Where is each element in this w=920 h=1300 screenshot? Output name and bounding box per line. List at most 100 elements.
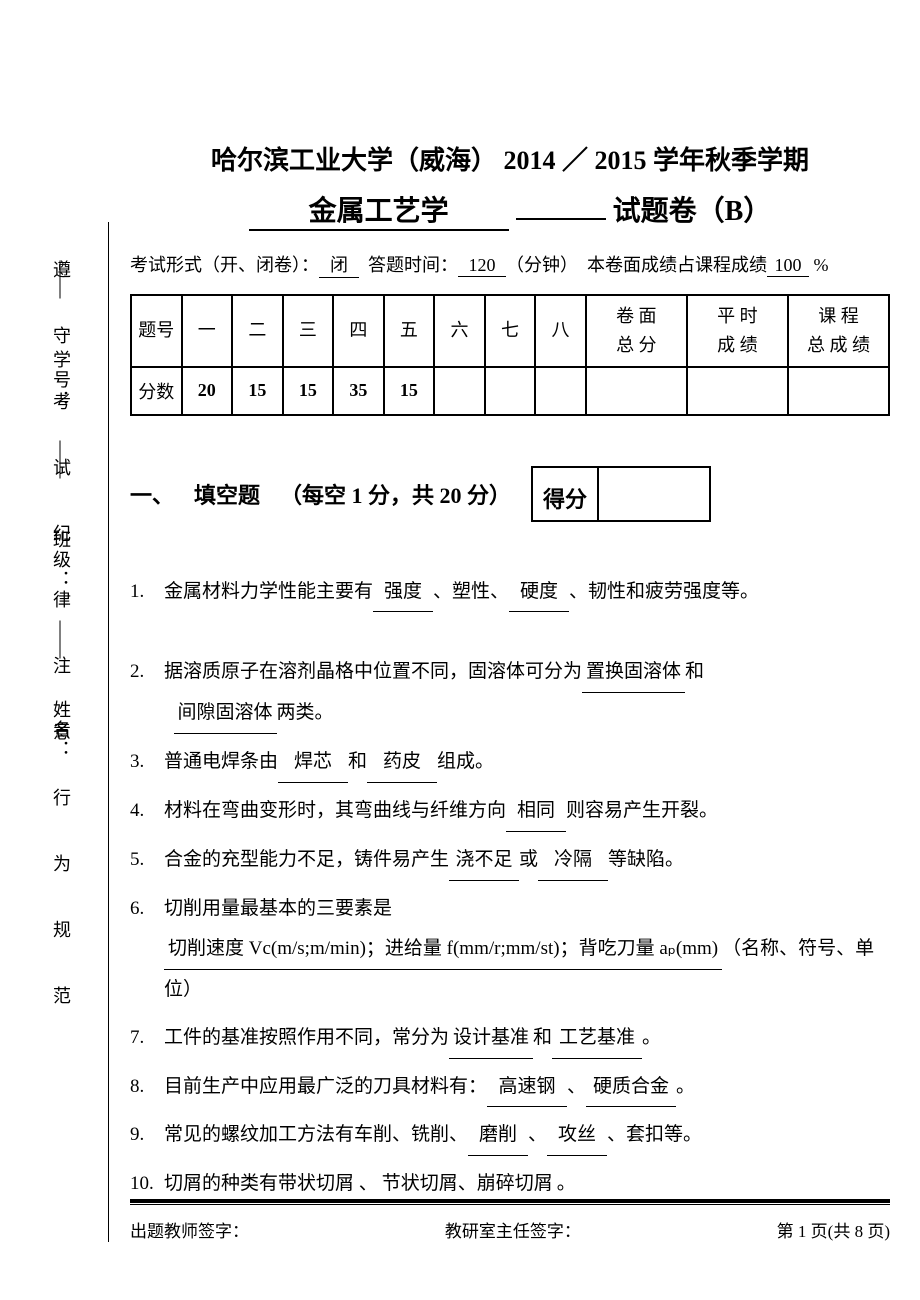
time-prefix: 答题时间： [368, 255, 458, 275]
td-score: 15 [283, 367, 334, 415]
q-text: 目前生产中应用最广泛的刀具材料有： [164, 1076, 487, 1097]
blank-spacer [516, 218, 606, 220]
course-name: 金属工艺学 [249, 189, 509, 231]
q-text: 等缺陷。 [608, 849, 684, 870]
q-text: 、 [528, 1124, 547, 1145]
footer-row: 出题教师签字： 教研室主任签字： 第 1 页(共 8 页) [130, 1217, 890, 1242]
time-value: 120 [458, 255, 506, 277]
q-text: 普通电焊条由 [164, 751, 278, 772]
blank-answer: 强度 [373, 572, 433, 613]
blank-answer: 工艺基准 [552, 1018, 642, 1059]
weight-suffix: % [809, 255, 829, 275]
td-score: 15 [384, 367, 435, 415]
list-item: 目前生产中应用最广泛的刀具材料有：高速钢、硬质合金。 [130, 1067, 890, 1108]
table-row: 分数 20 15 15 35 15 [131, 367, 889, 415]
q-text: 工件的基准按照作用不同，常分为 [164, 1027, 449, 1048]
footer-teacher: 出题教师签字： [130, 1217, 249, 1242]
blank-answer: 硬质合金 [586, 1067, 676, 1108]
td-score: 15 [232, 367, 283, 415]
td-score: 35 [333, 367, 384, 415]
th-col: 七 [485, 295, 536, 367]
weight-value: 100 [767, 255, 809, 277]
list-item: 工件的基准按照作用不同，常分为设计基准和工艺基准。 [130, 1018, 890, 1059]
table-row: 题号 一 二 三 四 五 六 七 八 卷 面 总 分 平 时 成 绩 课 程 总… [131, 295, 889, 367]
blank-answer: 冷隔 [538, 840, 608, 881]
q-text: 材料在弯曲变形时，其弯曲线与纤维方向 [164, 800, 506, 821]
th-col: 三 [283, 295, 334, 367]
binding-line [108, 222, 109, 1242]
side-dash [60, 261, 61, 299]
q-text: 或 [519, 849, 538, 870]
blank-answer: 置换固溶体 [582, 652, 685, 693]
side-dash [60, 441, 61, 479]
q-text: 、塑性、 [433, 581, 509, 602]
th-section: 题号 [131, 295, 182, 367]
q-text: 常见的螺纹加工方法有车削、铣削、 [164, 1124, 468, 1145]
exam-meta-line: 考试形式（开、闭卷）：闭 答题时间：120（分钟） 本卷面成绩占课程成绩100 … [130, 251, 890, 278]
blank-answer: 高速钢 [487, 1067, 567, 1108]
time-unit: （分钟） [506, 255, 578, 275]
course-title-row: 金属工艺学 试题卷（B） [130, 189, 890, 231]
form-value: 闭 [319, 251, 359, 278]
main-content: 哈尔滨工业大学（威海） 2014 ／ 2015 学年秋季学期 金属工艺学 试题卷… [130, 140, 890, 1213]
q-text: 。 [642, 1027, 661, 1048]
footer-dept: 教研室主任签字： [445, 1217, 581, 1242]
td-score [535, 367, 586, 415]
q-text: 。 [557, 1173, 576, 1194]
blank-answer: 浇不足 [449, 840, 519, 881]
list-item: 合金的充型能力不足，铸件易产生浇不足或冷隔等缺陷。 [130, 840, 890, 881]
section-header: 一、 填空题 （每空 1 分，共 20 分） 得分 [130, 466, 890, 522]
q-text: 、套扣等。 [607, 1124, 702, 1145]
blank-answer: 攻丝 [547, 1115, 607, 1156]
q-text: 。 [676, 1076, 695, 1097]
section-title: 填空题 [194, 478, 260, 510]
th-total: 卷 面 总 分 [586, 295, 687, 367]
td-score [687, 367, 788, 415]
weight-prefix: 本卷面成绩占课程成绩 [587, 255, 767, 275]
paper-label: 试题卷（B） [613, 196, 772, 227]
blank-answer: 设计基准 [449, 1018, 533, 1059]
university-title: 哈尔滨工业大学（威海） 2014 ／ 2015 学年秋季学期 [130, 140, 890, 177]
q-text: 则容易产生开裂。 [566, 800, 718, 821]
question-list: 金属材料力学性能主要有强度、塑性、硬度、韧性和疲劳强度等。 据溶质原子在溶剂晶格… [130, 572, 890, 1206]
q-text: 组成。 [437, 751, 494, 772]
q-text: 切削用量最基本的三要素是 [164, 898, 392, 919]
side-dash [60, 621, 61, 659]
blank-answer: 焊芯 [278, 742, 348, 783]
form-prefix: 考试形式（开、闭卷）： [130, 255, 319, 275]
q-text: 合金的充型能力不足，铸件易产生 [164, 849, 449, 870]
list-item: 据溶质原子在溶剂晶格中位置不同，固溶体可分为置换固溶体和 间隙固溶体两类。 [130, 652, 890, 734]
td-score [485, 367, 536, 415]
blank-answer: 间隙固溶体 [174, 693, 277, 734]
q-text: 两类。 [277, 702, 334, 723]
q-text: 、 [567, 1076, 586, 1097]
th-daily: 平 时 成 绩 [687, 295, 788, 367]
score-box: 得分 [531, 466, 711, 522]
q-text: 和 [348, 751, 367, 772]
th-col: 二 [232, 295, 283, 367]
blank-answer: 相同 [506, 791, 566, 832]
score-table: 题号 一 二 三 四 五 六 七 八 卷 面 总 分 平 时 成 绩 课 程 总… [130, 294, 890, 416]
side-discipline-text: 遵 守 考 试 纪 律 注 意 行 为 规 范 [48, 260, 74, 1160]
list-item: 金属材料力学性能主要有强度、塑性、硬度、韧性和疲劳强度等。 [130, 572, 890, 613]
th-col: 五 [384, 295, 435, 367]
th-col: 一 [182, 295, 233, 367]
blank-answer: 药皮 [367, 742, 437, 783]
blank-answer: 切削速度 Vc(m/s;m/min)；进给量 f(mm/r;mm/st)；背吃刀… [164, 929, 722, 970]
section-number: 一、 [130, 478, 174, 510]
q-text: 和 [533, 1027, 552, 1048]
q-text: 和 [685, 661, 704, 682]
list-item: 切削用量最基本的三要素是切削速度 Vc(m/s;m/min)；进给量 f(mm/… [130, 889, 890, 1010]
score-label: 得分 [533, 468, 599, 520]
blank-answer: 硬度 [509, 572, 569, 613]
th-col: 六 [434, 295, 485, 367]
footer-page: 第 1 页(共 8 页) [777, 1217, 890, 1242]
list-item: 材料在弯曲变形时，其弯曲线与纤维方向相同则容易产生开裂。 [130, 791, 890, 832]
list-item: 常见的螺纹加工方法有车削、铣削、磨削、攻丝、套扣等。 [130, 1115, 890, 1156]
q-text: 、韧性和疲劳强度等。 [569, 581, 759, 602]
td-score [586, 367, 687, 415]
q-text: 据溶质原子在溶剂晶格中位置不同，固溶体可分为 [164, 661, 582, 682]
page-footer: 出题教师签字： 教研室主任签字： 第 1 页(共 8 页) [130, 1199, 890, 1242]
section-weight: （每空 1 分，共 20 分） [280, 478, 511, 510]
q-text: 金属材料力学性能主要有 [164, 581, 373, 602]
